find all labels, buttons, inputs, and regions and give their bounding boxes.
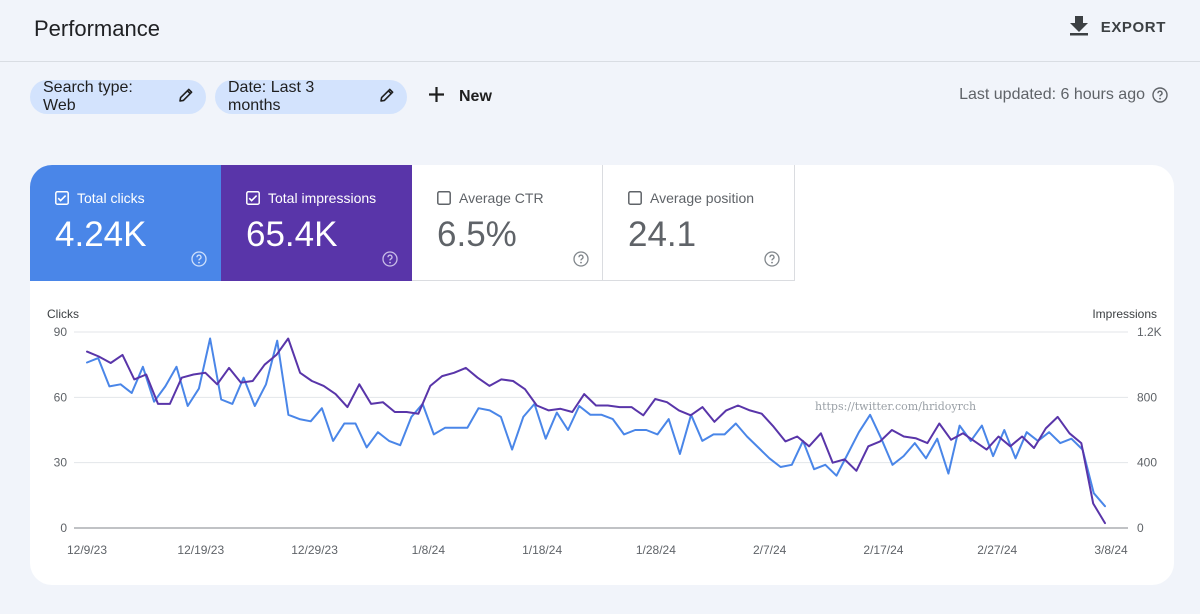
export-label: EXPORT (1100, 19, 1166, 36)
page-header: Performance EXPORT (0, 0, 1200, 62)
pencil-icon (379, 87, 395, 108)
y-left-tick-label: 90 (54, 325, 68, 339)
metric-value: 6.5% (437, 215, 517, 254)
y-right-tick-label: 800 (1137, 390, 1157, 404)
x-tick-label: 1/18/24 (522, 543, 562, 557)
new-filter-label: New (459, 88, 492, 105)
export-button[interactable]: EXPORT (1069, 14, 1166, 41)
metric-label: Average CTR (459, 190, 544, 206)
y-left-tick-label: 30 (54, 456, 68, 470)
y-left-tick-label: 60 (54, 390, 68, 404)
x-tick-label: 2/17/24 (863, 543, 903, 557)
help-icon[interactable] (382, 251, 398, 267)
x-tick-label: 2/27/24 (977, 543, 1017, 557)
help-icon[interactable] (1152, 87, 1168, 103)
checkbox-checked-icon[interactable] (55, 191, 69, 205)
help-icon[interactable] (191, 251, 207, 267)
metric-value: 4.24K (55, 215, 147, 254)
x-tick-label: 2/7/24 (753, 543, 787, 557)
y-left-tick-label: 0 (60, 521, 67, 535)
new-filter-button[interactable]: New (428, 84, 492, 110)
checkbox-unchecked-icon[interactable] (628, 191, 642, 205)
y-left-axis-title: Clicks (47, 307, 79, 321)
metric-average-position[interactable]: Average position 24.1 (603, 165, 795, 281)
metric-label: Total clicks (77, 190, 145, 206)
y-right-tick-label: 400 (1137, 456, 1157, 470)
series-line-clicks[interactable] (86, 337, 1106, 508)
checkbox-checked-icon[interactable] (246, 191, 260, 205)
metric-value: 65.4K (246, 215, 338, 254)
x-tick-label: 12/9/23 (67, 543, 107, 557)
checkbox-unchecked-icon[interactable] (437, 191, 451, 205)
pencil-icon (178, 87, 194, 108)
watermark-text: https://twitter.com/hridoyrch (815, 400, 976, 413)
y-right-axis-title: Impressions (1092, 307, 1157, 321)
y-right-tick-label: 1.2K (1137, 325, 1162, 339)
series-line-impressions[interactable] (86, 337, 1106, 525)
x-tick-label: 1/28/24 (636, 543, 676, 557)
x-tick-label: 3/8/24 (1094, 543, 1128, 557)
x-tick-label: 12/29/23 (291, 543, 338, 557)
search-type-filter-chip[interactable]: Search type: Web (30, 79, 206, 114)
y-right-tick-label: 0 (1137, 521, 1144, 535)
performance-card: Total clicks 4.24K Total impressions 65.… (30, 165, 1174, 585)
metric-total-clicks[interactable]: Total clicks 4.24K (30, 165, 221, 281)
last-updated-text: Last updated: 6 hours ago (959, 86, 1145, 103)
search-type-label: Search type: Web (43, 79, 133, 114)
metric-label: Total impressions (268, 190, 377, 206)
plus-icon (428, 86, 445, 108)
date-filter-label: Date: Last 3 months (228, 79, 315, 114)
download-icon (1069, 14, 1089, 41)
metric-average-ctr[interactable]: Average CTR 6.5% (412, 165, 603, 281)
help-icon[interactable] (764, 251, 780, 267)
performance-line-chart[interactable]: Clicks Impressions 0 30 60 90 0 400 800 1.2K 1… (30, 165, 1174, 585)
metric-label: Average position (650, 190, 755, 206)
metric-total-impressions[interactable]: Total impressions 65.4K (221, 165, 412, 281)
x-tick-label: 12/19/23 (177, 543, 224, 557)
last-updated: Last updated: 6 hours ago (959, 86, 1168, 104)
page-title: Performance (34, 16, 160, 41)
x-tick-label: 1/8/24 (412, 543, 446, 557)
metric-value: 24.1 (628, 215, 697, 254)
date-filter-chip[interactable]: Date: Last 3 months (215, 79, 407, 114)
help-icon[interactable] (573, 251, 589, 267)
